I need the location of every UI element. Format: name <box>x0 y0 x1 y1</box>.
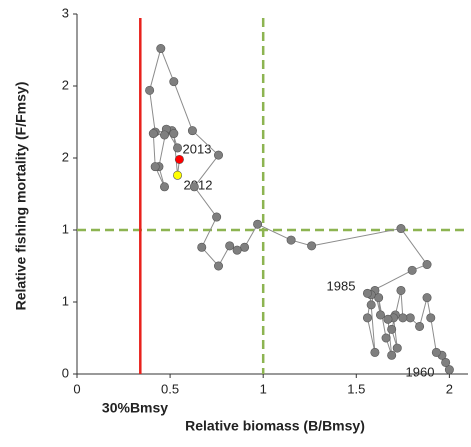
x-axis-label: Relative biomass (B/Bmsy) <box>185 418 365 434</box>
point <box>189 182 199 192</box>
point <box>286 235 296 245</box>
x-tick-label: 1 <box>260 381 267 396</box>
point <box>187 126 197 136</box>
point <box>160 182 170 192</box>
point <box>253 219 263 229</box>
x-tick-label: 0 <box>73 381 80 396</box>
y-axis-label: Relative fishing mortality (F/Fmsy) <box>13 82 29 311</box>
point <box>381 333 391 343</box>
point <box>173 170 183 180</box>
point <box>225 241 235 251</box>
point <box>362 313 372 323</box>
point <box>169 77 179 87</box>
point <box>431 347 441 357</box>
point <box>156 44 166 54</box>
y-tick-label: 1 <box>62 293 69 308</box>
point <box>396 285 406 295</box>
annotation: 1985 <box>327 278 356 293</box>
point <box>398 313 408 323</box>
point <box>362 288 372 298</box>
annotation: 1960 <box>406 364 435 379</box>
y-tick-label: 2 <box>62 149 69 164</box>
point <box>422 260 432 270</box>
point <box>232 245 242 255</box>
point <box>396 224 406 234</box>
point <box>174 154 184 164</box>
point <box>387 324 397 334</box>
annotation: 30%Bmsy <box>102 400 168 416</box>
point <box>387 350 397 360</box>
point <box>441 357 451 367</box>
point <box>173 143 183 153</box>
x-tick-label: 0.5 <box>161 381 179 396</box>
annotation: 2013 <box>183 141 212 156</box>
point <box>214 261 224 271</box>
y-tick-label: 1 <box>62 221 69 236</box>
point <box>405 313 415 323</box>
point <box>212 212 222 222</box>
point <box>383 314 393 324</box>
point <box>148 129 158 139</box>
point <box>307 241 317 251</box>
y-tick-label: 0 <box>62 365 69 380</box>
point <box>422 293 432 303</box>
x-tick-label: 1.5 <box>347 381 365 396</box>
point <box>197 242 207 252</box>
point <box>240 242 250 252</box>
y-tick-label: 3 <box>62 5 69 20</box>
point <box>160 130 170 140</box>
point <box>415 321 425 331</box>
point <box>145 85 155 95</box>
point <box>407 265 417 275</box>
point <box>169 129 179 139</box>
point <box>366 300 376 310</box>
x-tick-label: 2 <box>446 381 453 396</box>
point <box>375 310 385 320</box>
point <box>444 365 454 375</box>
point <box>426 313 436 323</box>
point <box>214 150 224 160</box>
point <box>370 347 380 357</box>
point <box>150 162 160 172</box>
point <box>392 343 402 353</box>
y-tick-label: 2 <box>62 77 69 92</box>
